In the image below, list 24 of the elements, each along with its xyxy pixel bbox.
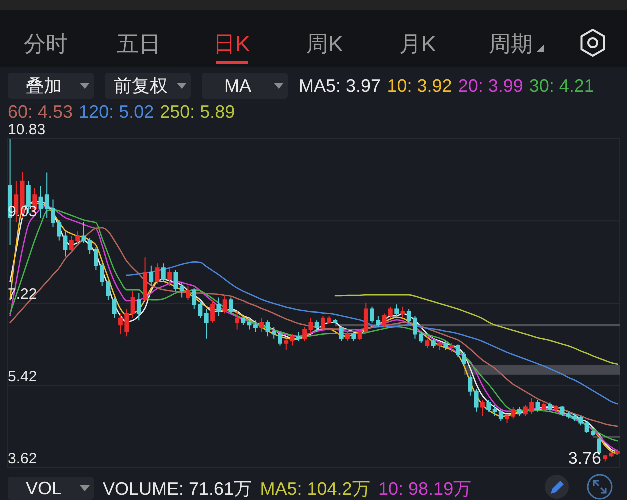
annotation: 3.76 <box>568 449 602 468</box>
text: 周期 <box>489 32 533 56</box>
text: MA5: 3.97 <box>299 76 382 96</box>
y-tick-label: 10.83 <box>8 122 46 138</box>
text: 250: 5.89 <box>160 102 236 122</box>
text: 月K <box>400 32 437 56</box>
text: 60: 4.53 <box>8 102 74 122</box>
text: 日K <box>214 32 251 56</box>
text: 120: 5.02 <box>79 102 154 122</box>
text: MA <box>224 76 252 96</box>
text: 20: 3.99 <box>458 76 524 96</box>
text: 周K <box>306 32 344 56</box>
text: VOLUME: 71.61万 <box>103 479 252 499</box>
text: 10: 3.92 <box>387 76 452 96</box>
text: 30: 4.21 <box>529 76 594 96</box>
text: 叠加 <box>26 76 62 96</box>
text: 前复权 <box>114 76 168 96</box>
text: 10: 98.19万 <box>378 479 472 499</box>
y-tick-label: 3.62 <box>8 450 38 468</box>
text: VOL <box>26 478 62 498</box>
text: 五日 <box>117 32 161 56</box>
text: MA5: 104.2万 <box>260 479 370 499</box>
y-tick-label: 5.42 <box>8 368 38 386</box>
text: 分时 <box>24 32 68 56</box>
